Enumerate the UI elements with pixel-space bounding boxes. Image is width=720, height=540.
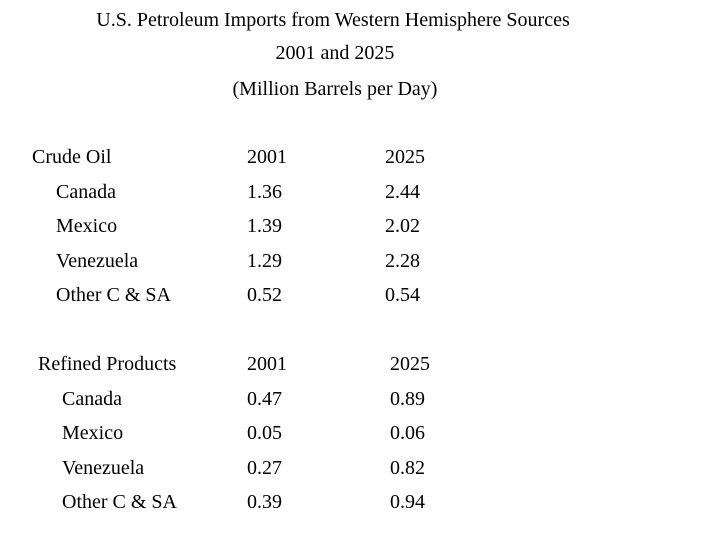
row-label: Mexico <box>62 422 124 445</box>
section-heading: Crude Oil <box>32 146 112 168</box>
cell-value: 1.39 <box>247 215 282 238</box>
title-line: U.S. Petroleum Imports from Western Hemi… <box>96 9 570 31</box>
row-label: Other C & SA <box>56 284 171 307</box>
column-header: 2025 <box>390 353 430 375</box>
column-header: 2001 <box>247 146 287 168</box>
cell-value: 0.82 <box>390 456 425 479</box>
cell-value: 1.29 <box>247 249 282 272</box>
row-label: Venezuela <box>62 456 145 479</box>
row-label: Canada <box>56 180 116 203</box>
cell-value: 0.47 <box>247 387 282 410</box>
cell-value: 0.54 <box>385 284 420 307</box>
cell-value: 2.28 <box>385 249 420 272</box>
cell-value: 2.02 <box>385 215 420 238</box>
cell-value: 2.44 <box>385 180 420 203</box>
column-header: 2001 <box>247 353 287 375</box>
row-label: Canada <box>62 387 122 410</box>
cell-value: 0.52 <box>247 284 282 307</box>
cell-value: 0.05 <box>247 422 282 445</box>
title-line: (Million Barrels per Day) <box>232 78 438 100</box>
cell-value: 0.39 <box>247 491 282 514</box>
cell-value: 0.06 <box>390 422 425 445</box>
title-line: 2001 and 2025 <box>275 42 395 64</box>
column-header: 2025 <box>385 146 425 168</box>
section-heading: Refined Products <box>38 353 177 375</box>
row-label: Mexico <box>56 215 118 238</box>
row-label: Venezuela <box>56 249 139 272</box>
cell-value: 1.36 <box>247 180 282 203</box>
cell-value: 0.27 <box>247 456 282 479</box>
cell-value: 0.94 <box>390 491 425 514</box>
cell-value: 0.89 <box>390 387 425 410</box>
row-label: Other C & SA <box>62 491 177 514</box>
